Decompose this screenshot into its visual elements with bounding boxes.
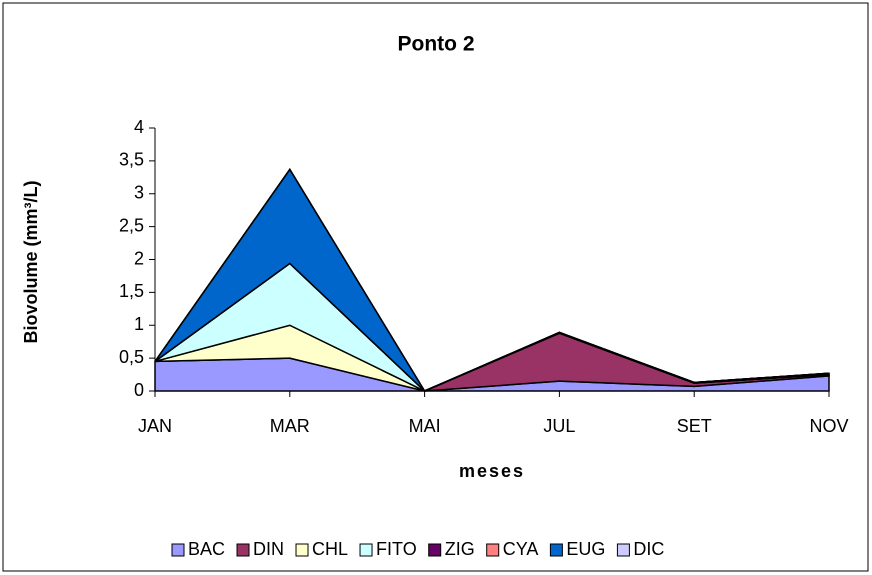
y-tick-label: 2 <box>134 248 144 268</box>
legend-label: CYA <box>503 539 539 559</box>
legend-swatch <box>236 543 250 557</box>
y-axis-label: Biovolume (mm³/L) <box>21 180 41 343</box>
legend-label: DIN <box>253 539 284 559</box>
y-tick-label: 0 <box>134 380 144 400</box>
legend-swatch <box>295 543 309 557</box>
x-tick-label: NOV <box>809 416 848 436</box>
x-tick-label: JUL <box>543 416 575 436</box>
legend-label: ZIG <box>445 539 475 559</box>
legend-label: DIC <box>633 539 664 559</box>
legend-swatch <box>171 543 185 557</box>
x-axis-label: meses <box>459 461 525 481</box>
legend-label: CHL <box>312 539 348 559</box>
x-tick-label: MAI <box>409 416 441 436</box>
legend-label: EUG <box>566 539 605 559</box>
legend-label: BAC <box>188 539 225 559</box>
y-tick-label: 3 <box>134 183 144 203</box>
chart-title: Ponto 2 <box>398 33 475 56</box>
y-tick-label: 1,5 <box>119 281 144 301</box>
y-tick-label: 1 <box>134 314 144 334</box>
y-tick-label: 2,5 <box>119 215 144 235</box>
legend-swatch <box>486 543 500 557</box>
legend-swatch <box>359 543 373 557</box>
x-tick-label: SET <box>677 416 712 436</box>
legend-swatch <box>549 543 563 557</box>
legend-swatch <box>616 543 630 557</box>
legend-swatch <box>428 543 442 557</box>
x-tick-label: JAN <box>138 416 172 436</box>
y-tick-label: 4 <box>134 117 144 137</box>
legend-label: FITO <box>376 539 417 559</box>
y-tick-label: 3,5 <box>119 150 144 170</box>
x-tick-label: MAR <box>270 416 310 436</box>
y-tick-label: 0,5 <box>119 347 144 367</box>
